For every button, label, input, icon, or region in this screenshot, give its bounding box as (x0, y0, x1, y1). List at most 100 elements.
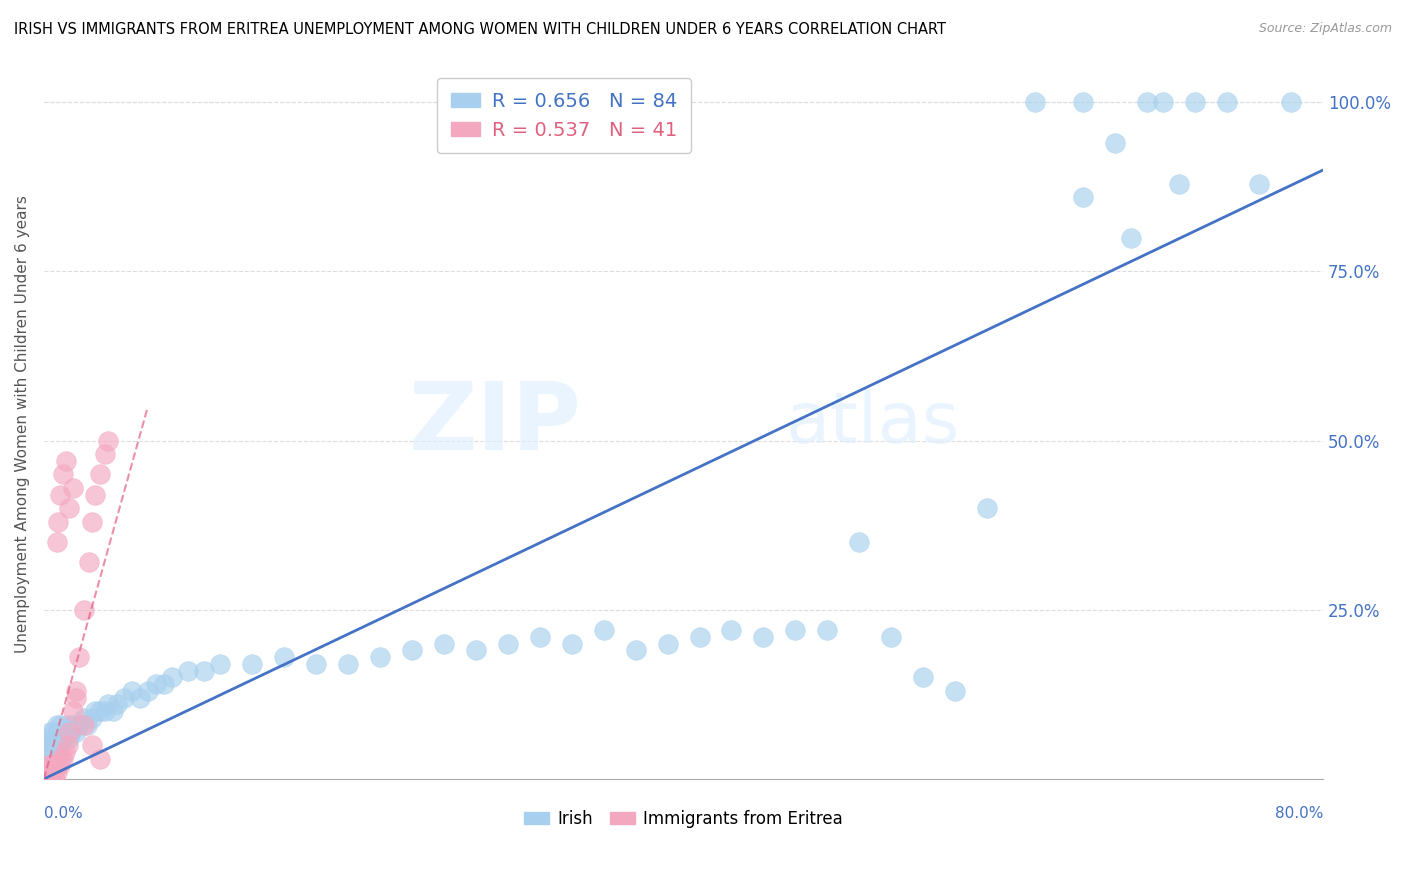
Point (35, 738, 58, 752)
Point (58, 501, 80, 516)
Point (1071, 190, 1094, 204)
Point (624, 643, 647, 657)
Point (273, 650, 295, 665)
Point (44, 758, 66, 772)
Point (45, 535, 67, 549)
Point (912, 670, 935, 684)
Point (107, 698, 129, 712)
Point (76, 718, 98, 732)
Point (65, 724, 87, 739)
Point (45, 765, 67, 780)
Point (336, 657, 359, 671)
Point (80, 711, 103, 725)
Point (52, 731, 75, 746)
Point (46, 724, 69, 739)
Point (464, 643, 486, 657)
Point (97, 698, 120, 712)
Legend: Irish, Immigrants from Eritrea: Irish, Immigrants from Eritrea (517, 803, 849, 835)
Point (1136, 95, 1159, 110)
Point (1071, 95, 1094, 110)
Y-axis label: Unemployment Among Women with Children Under 6 years: Unemployment Among Women with Children U… (15, 194, 30, 653)
Text: 0.0%: 0.0% (44, 806, 83, 821)
Point (80, 515, 103, 529)
Point (56, 738, 79, 752)
Point (689, 630, 711, 644)
Point (34, 745, 56, 759)
Point (1104, 136, 1126, 150)
Point (73, 718, 96, 732)
Point (433, 637, 456, 651)
Point (561, 637, 583, 651)
Point (101, 704, 124, 718)
Point (49, 488, 72, 502)
Point (208, 657, 231, 671)
Point (67, 718, 90, 732)
Point (42, 738, 65, 752)
Text: 80.0%: 80.0% (1275, 806, 1323, 821)
Point (97, 434, 120, 448)
Point (136, 684, 159, 698)
Point (52, 751, 75, 765)
Point (39, 724, 62, 739)
Point (56, 718, 79, 732)
Text: Source: ZipAtlas.com: Source: ZipAtlas.com (1258, 22, 1392, 36)
Point (657, 637, 679, 651)
Point (38, 745, 60, 759)
Text: ZIP: ZIP (408, 377, 581, 470)
Text: IRISH VS IMMIGRANTS FROM ERITREA UNEMPLOYMENT AMONG WOMEN WITH CHILDREN UNDER 6 : IRISH VS IMMIGRANTS FROM ERITREA UNEMPLO… (14, 22, 946, 37)
Point (46, 515, 69, 529)
Point (67, 650, 90, 665)
Point (35, 772, 58, 786)
Point (44, 731, 66, 746)
Point (240, 657, 263, 671)
Point (84, 488, 107, 502)
Point (73, 711, 96, 725)
Point (145, 677, 167, 691)
Point (44, 745, 66, 759)
Point (1279, 95, 1302, 110)
Point (89, 704, 111, 718)
Point (49, 758, 72, 772)
Point (84, 704, 107, 718)
Point (62, 718, 84, 732)
Point (112, 690, 135, 705)
Point (193, 664, 215, 678)
Text: atlas: atlas (786, 389, 960, 458)
Point (53, 745, 76, 759)
Point (153, 677, 176, 691)
Point (976, 501, 998, 516)
Point (45, 718, 67, 732)
Point (58, 724, 80, 739)
Point (45, 738, 67, 752)
Point (943, 684, 966, 698)
Point (128, 690, 150, 705)
Point (1184, 95, 1206, 110)
Point (38, 731, 60, 746)
Point (815, 623, 838, 637)
Point (752, 630, 775, 644)
Point (39, 772, 62, 786)
Point (62, 481, 84, 495)
Point (35, 751, 58, 765)
Point (77, 556, 100, 570)
Point (1216, 95, 1239, 110)
Point (42, 724, 65, 739)
Point (93, 704, 115, 718)
Point (401, 643, 423, 657)
Point (41, 758, 63, 772)
Point (52, 724, 75, 739)
Point (58, 731, 80, 746)
Point (35, 765, 58, 780)
Point (93, 447, 115, 461)
Point (62, 704, 84, 718)
Point (305, 657, 328, 671)
Point (53, 731, 76, 746)
Point (41, 772, 63, 786)
Point (1121, 230, 1143, 244)
Point (177, 664, 200, 678)
Point (49, 738, 72, 752)
Point (65, 684, 87, 698)
Point (65, 690, 87, 705)
Point (42, 765, 65, 780)
Point (44, 772, 66, 786)
